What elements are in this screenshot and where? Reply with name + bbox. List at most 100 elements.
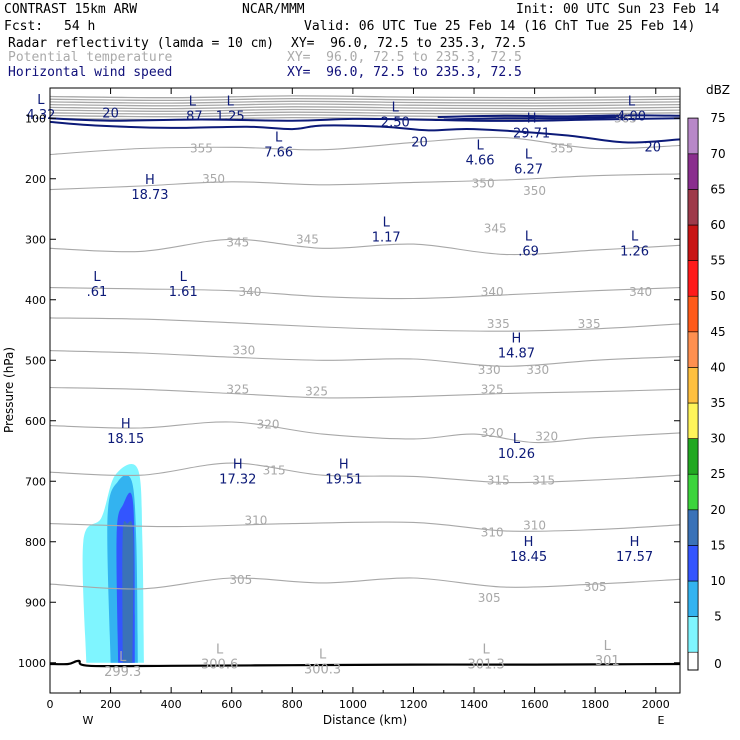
theta-contour-310 [50, 521, 680, 532]
theta-contour-label: 340 [629, 285, 652, 299]
colorbar-label: 40 [710, 360, 725, 374]
theta-contour-upper [50, 108, 680, 112]
colorbar-swatch-25 [687, 473, 699, 511]
theta-contour-upper [50, 111, 680, 115]
theta-contour-355 [50, 136, 680, 156]
extremum-value: 29.71 [513, 126, 550, 141]
extremum-value: 14.87 [498, 347, 535, 362]
extremum-marker: L2.50 [381, 100, 410, 130]
field1-xy: XY= 96.0, 72.5 to 235.3, 72.5 [291, 36, 526, 51]
x-tick-label: 600 [221, 698, 242, 711]
extremum-low-symbol: L [628, 94, 636, 109]
theta-contour-315 [50, 462, 680, 484]
x-axis-title: Distance (km) [323, 713, 407, 727]
extremum-low-symbol: L [513, 432, 521, 447]
theta-contour-330 [50, 350, 680, 367]
forecast-label: Fcst: [4, 19, 44, 34]
model-title: CONTRAST 15km ARW [4, 2, 138, 17]
extremum-marker: H18.45 [510, 535, 547, 565]
extremum-value: 10.26 [498, 447, 535, 462]
theta-contour-label: 350 [202, 172, 225, 186]
label-layer: 355 355 365 350 350 350 345 345 345 340 340 340 335 3… [26, 93, 661, 680]
extremum-value: .87 [182, 109, 203, 124]
wind-speed-contour-20 [437, 114, 680, 118]
extremum-marker: L10.26 [498, 432, 535, 462]
west-label: W [83, 714, 94, 727]
extremum-value: .61 [87, 285, 108, 300]
colorbar-swatch-20 [687, 509, 699, 546]
extremum-value: 299.3 [104, 665, 141, 680]
extremum-marker: L4.66 [466, 139, 495, 169]
x-tick-label: 400 [161, 698, 182, 711]
extremum-marker: L1.26 [620, 229, 649, 259]
extremum-value: .69 [518, 244, 539, 259]
x-tick-label: 200 [100, 698, 121, 711]
theta-contour-upper [50, 95, 680, 99]
theta-contour-label: 340 [481, 285, 504, 299]
extremum-low-symbol: L [93, 270, 101, 285]
y-tick-label: 800 [25, 536, 46, 549]
theta-contour-label: 315 [263, 463, 286, 477]
colorbar-label: 25 [710, 467, 725, 481]
theta-contour-label: 335 [487, 317, 510, 331]
field3-xy: XY= 96.0, 72.5 to 235.3, 72.5 [287, 65, 522, 80]
x-tick-label: 1800 [581, 698, 609, 711]
theta-contour-320 [50, 421, 680, 444]
theta-contour-label: 310 [523, 518, 546, 532]
extremum-marker: H17.57 [616, 535, 653, 565]
extremum-value: 1.26 [620, 244, 649, 259]
wind-speed-contour-20 [50, 120, 680, 144]
extremum-value: 301.3 [468, 657, 505, 672]
extremum-marker: L1.17 [372, 215, 401, 245]
extremum-value: 17.32 [219, 472, 256, 487]
theta-contour-label: 325 [305, 385, 328, 399]
colorbar-swatch-30 [687, 438, 699, 475]
extremum-marker: H19.51 [325, 457, 362, 487]
theta-contour-label: 355 [550, 142, 573, 156]
y-tick-label: 200 [25, 173, 46, 186]
extremum-value: 2.50 [381, 115, 410, 130]
extremum-marker: L4.32 [26, 93, 55, 123]
extremum-low-symbol: L [392, 100, 400, 115]
wind-speed-contour-20 [443, 116, 626, 121]
colorbar-swatch-60 [687, 224, 699, 261]
extremum-value: 300.6 [201, 657, 238, 672]
extremum-marker: L.69 [518, 229, 539, 259]
theta-contour-335 [50, 317, 680, 332]
colorbar-swatch-10 [687, 580, 699, 617]
theta-contour-label: 330 [232, 344, 255, 358]
extremum-low-symbol: L [275, 131, 283, 146]
x-tick-label: 1000 [339, 698, 367, 711]
colorbar: 0 5 10 15 20 25 30 35 40 45 50 55 60 65 70 75 [687, 111, 726, 671]
x-tick-label: 800 [282, 698, 303, 711]
y-tick-label: 1000 [18, 657, 46, 670]
x-tick-label: 2000 [642, 698, 670, 711]
ground-surface-line [50, 659, 680, 668]
y-tick-label: 600 [25, 415, 46, 428]
colorbar-label: 50 [710, 289, 725, 303]
field3-name: Horizontal wind speed [8, 65, 173, 80]
axis-layer: 0 200 400 600 800 1000 1200 1400 1600 1800 2000 100… [18, 88, 680, 711]
theta-contour-340 [50, 287, 680, 300]
theta-contour-label: 355 [190, 142, 213, 156]
extremum-high-symbol: H [145, 173, 155, 188]
extremum-high-symbol: H [339, 457, 349, 472]
reflectivity-layer [82, 463, 144, 663]
reflectivity-20dbz-area [122, 520, 134, 663]
extremum-value: 18.73 [131, 188, 168, 203]
theta-contour-305 [50, 577, 680, 590]
field2-xy: XY= 96.0, 72.5 to 235.3, 72.5 [287, 50, 522, 65]
colorbar-label: 20 [710, 503, 725, 517]
colorbar-swatch-40 [687, 367, 699, 404]
extremum-value: 18.45 [510, 550, 547, 565]
field2-name: Potential temperature [8, 50, 173, 65]
colorbar-unit: dBZ [706, 83, 730, 97]
y-tick-label: 400 [25, 294, 46, 307]
wind-contour-label: 20 [102, 106, 119, 121]
theta-contour-label: 345 [296, 232, 319, 246]
extremum-low-symbol: L [383, 215, 391, 230]
extremum-low-symbol: L [180, 270, 188, 285]
org-label: NCAR/MMM [242, 2, 305, 17]
